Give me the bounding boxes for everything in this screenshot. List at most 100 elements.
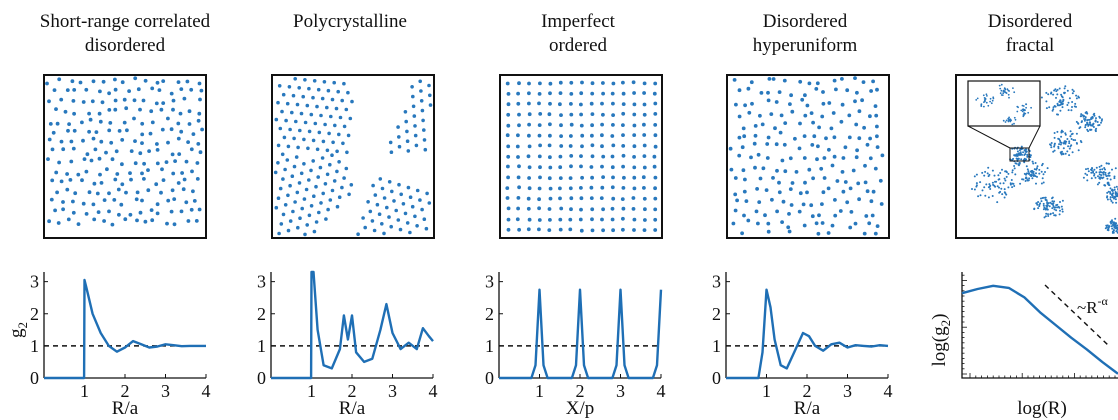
pattern-point — [590, 143, 595, 148]
inset-point — [1002, 89, 1005, 92]
pattern-point — [610, 217, 615, 222]
pattern-point — [755, 187, 759, 191]
pattern-point — [880, 153, 885, 158]
x-tick-label: 4 — [202, 381, 211, 401]
ylabel-g2: g2 — [6, 322, 30, 338]
pattern-point — [600, 164, 604, 169]
pattern-point — [1113, 175, 1116, 178]
pattern-point — [643, 218, 647, 222]
pattern-point — [1111, 230, 1114, 233]
pattern-point — [759, 91, 764, 95]
pattern-point — [987, 186, 990, 189]
pattern-point — [1036, 203, 1039, 206]
pattern-point — [53, 208, 57, 213]
pattern-point — [303, 232, 307, 237]
pattern-point — [287, 85, 292, 89]
pattern-point — [733, 208, 738, 213]
pattern-point — [176, 181, 181, 185]
pattern-point — [406, 149, 411, 153]
pattern-point — [317, 130, 322, 135]
pattern-point — [47, 99, 51, 104]
pattern-point — [988, 183, 991, 186]
pattern-point — [580, 175, 584, 180]
pattern-point — [802, 223, 807, 228]
pattern-point — [743, 177, 747, 182]
pattern-point — [1033, 208, 1036, 211]
pattern-point — [100, 100, 105, 105]
x-tick-label: 3 — [161, 381, 170, 401]
pattern-point — [1098, 181, 1101, 184]
pattern-point — [1046, 204, 1049, 207]
pattern-point — [569, 196, 574, 201]
pattern-point — [777, 180, 781, 185]
pattern-point — [653, 186, 657, 191]
pattern-point — [385, 205, 389, 210]
inset-point — [1000, 94, 1003, 96]
pattern-point — [68, 178, 73, 182]
pattern-point — [810, 214, 815, 219]
pattern-point — [335, 169, 339, 174]
y-tick-label: 0 — [30, 368, 39, 388]
pattern-point — [1094, 119, 1097, 122]
pattern-point — [987, 166, 990, 169]
pattern-point — [820, 114, 825, 119]
pattern-point — [642, 228, 647, 233]
pattern-point — [50, 178, 55, 183]
pattern-point — [537, 197, 541, 202]
pattern-point — [415, 188, 420, 193]
pattern-point — [527, 101, 531, 106]
pattern-point — [1112, 192, 1115, 195]
pattern-point — [1013, 167, 1016, 170]
pattern-point — [731, 221, 736, 226]
pattern-point — [1015, 153, 1018, 156]
pattern-point — [102, 219, 106, 223]
pattern-point — [190, 169, 194, 174]
pattern-point — [1052, 106, 1055, 109]
pattern-point — [1074, 139, 1077, 142]
pattern-point — [196, 118, 201, 123]
inset-point — [1024, 112, 1027, 115]
pattern-point — [839, 119, 844, 124]
pattern-point — [113, 77, 117, 82]
pattern-point — [1087, 167, 1089, 170]
pattern-frame-polycrystalline — [271, 74, 435, 239]
pattern-point — [732, 78, 737, 82]
pattern-point — [763, 213, 767, 218]
pattern-point — [315, 104, 319, 109]
pattern-point — [1053, 208, 1056, 211]
pattern-point — [142, 177, 146, 181]
pattern-point — [831, 111, 836, 115]
pattern-imperfect-ordered — [505, 80, 658, 233]
pattern-point — [1048, 205, 1051, 208]
pattern-point — [154, 182, 159, 187]
pattern-point — [981, 189, 984, 192]
pattern-point — [328, 162, 332, 167]
pattern-point — [1112, 221, 1115, 224]
pattern-point — [84, 87, 89, 92]
pattern-point — [298, 128, 302, 133]
pattern-point — [285, 101, 290, 106]
pattern-point — [1028, 177, 1031, 180]
pattern-point — [777, 90, 782, 94]
pattern-point — [783, 121, 788, 125]
pattern-point — [113, 107, 118, 112]
pattern-point — [1068, 154, 1071, 157]
pattern-point — [1005, 171, 1008, 174]
pattern-point — [1095, 171, 1098, 174]
pattern-point — [172, 222, 177, 227]
pattern-point — [410, 204, 415, 209]
x-tick-label: 4 — [429, 381, 438, 401]
pattern-point — [601, 112, 605, 117]
pattern-point — [56, 221, 61, 225]
pattern-point — [973, 175, 976, 178]
fractal-zoom-line-right — [1028, 125, 1041, 149]
pattern-point — [1093, 112, 1096, 115]
pattern-point — [1066, 138, 1069, 140]
pattern-point — [766, 90, 770, 95]
pattern-point — [1023, 154, 1026, 156]
pattern-point — [370, 219, 375, 223]
pattern-point — [826, 231, 831, 235]
pattern-point — [196, 142, 201, 146]
pattern-point — [805, 103, 810, 108]
pattern-point — [537, 154, 542, 159]
